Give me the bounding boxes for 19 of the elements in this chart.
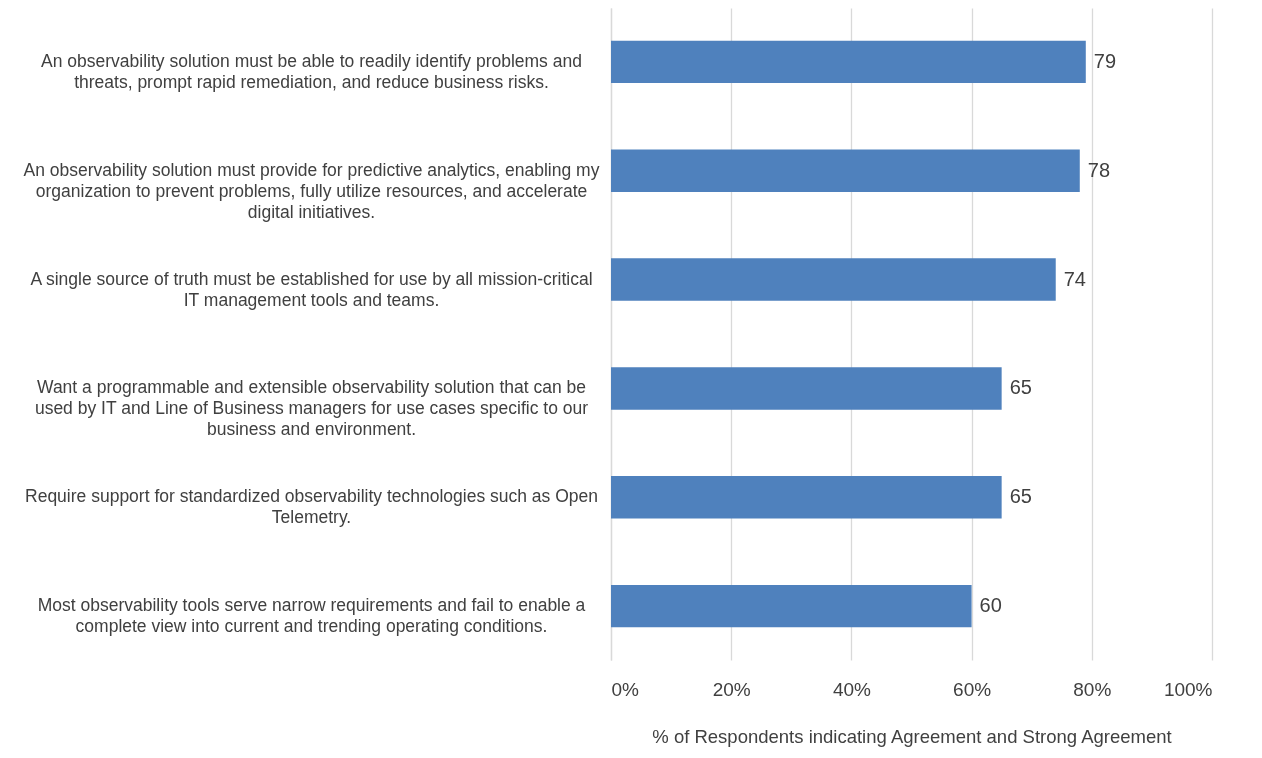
data-label: 60 xyxy=(979,594,1002,617)
y-tick-label: An observability solution must be able to readily identify problems and threats, prompt rapid remediation, and reduce business risks. xyxy=(41,50,582,92)
x-tick-label: 0% xyxy=(611,678,640,700)
y-tick-label: Want a programmable and extensible observability solution that can be used by IT and Line of Business managers for use cases specific to our business and environment. xyxy=(34,377,589,440)
y-tick-label: A single source of truth must be established for use by all mission-critical IT management tools and teams. xyxy=(30,268,593,310)
x-tick-label: 40% xyxy=(832,678,872,700)
data-label: 79 xyxy=(1093,49,1117,72)
data-label: 78 xyxy=(1087,158,1111,181)
x-tick-label: 20% xyxy=(712,678,751,700)
x-axis-title: % of Respondents indicating Agreement and Strong Agreement xyxy=(652,725,1172,747)
x-tick-label: 80% xyxy=(1073,678,1112,700)
x-tick-label: 60% xyxy=(953,678,992,700)
x-tick-label: 100% xyxy=(1163,678,1213,700)
data-label: 74 xyxy=(1063,267,1086,290)
y-tick-label: Require support for standardized observability technologies such as Open Telemetry. xyxy=(25,486,598,528)
data-label: 65 xyxy=(1009,485,1032,508)
y-tick-label: Most observability tools serve narrow requirements and fail to enable a complete view into current and trending operating conditions. xyxy=(37,595,586,637)
y-tick-label: An observability solution must provide for predictive analytics, enabling my organization to prevent problems, fully utilize resources, and accelerate digital initiatives. xyxy=(23,159,600,222)
data-label: 65 xyxy=(1009,376,1032,399)
